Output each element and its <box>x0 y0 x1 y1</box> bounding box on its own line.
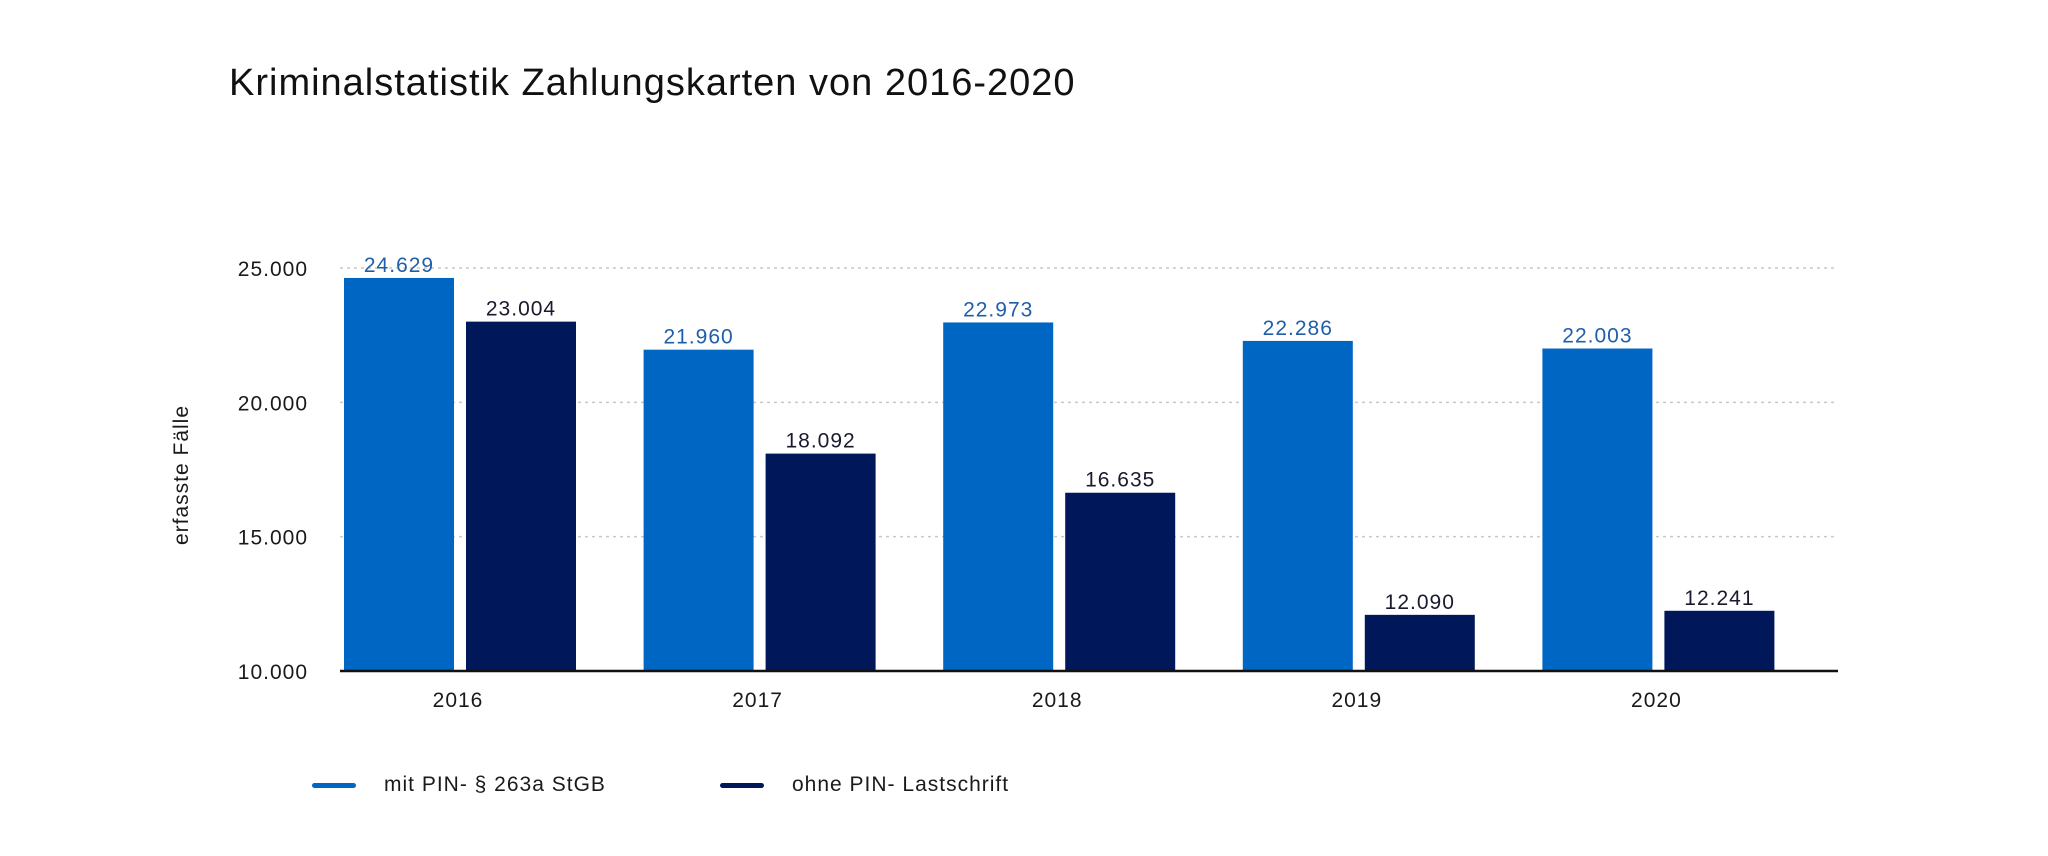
legend: mit PIN- § 263a StGB ohne PIN- Lastschri… <box>0 770 2048 800</box>
bar-ohne-pin-2020 <box>1664 610 1775 671</box>
legend-item-ohne-pin[interactable]: ohne PIN- Lastschrift <box>720 770 1009 800</box>
x-axis-ticks: 2016 2017 2018 2019 2020 <box>433 689 1682 712</box>
bar-mit-pin-2019 <box>1242 340 1353 671</box>
data-label: 16.635 <box>1085 469 1155 492</box>
data-labels: 24.629 23.004 21.960 18.092 22.973 16.635 22.2… <box>364 254 1754 614</box>
x-tick-label: 2018 <box>1032 689 1083 712</box>
chart-title: Kriminalstatistik Zahlungskarten von 201… <box>229 62 1076 104</box>
bar-ohne-pin-2016 <box>466 321 576 671</box>
bar-ohne-pin-2017 <box>765 453 876 671</box>
y-tick-label: 25.000 <box>238 258 308 281</box>
bars <box>344 277 1775 671</box>
x-tick-label: 2020 <box>1631 689 1682 712</box>
data-label: 22.003 <box>1562 325 1632 348</box>
legend-label: mit PIN- § 263a StGB <box>384 773 606 796</box>
data-label: 22.286 <box>1263 317 1333 340</box>
y-axis-ticks: 10.000 15.000 20.000 25.000 <box>238 258 308 684</box>
y-tick-label: 15.000 <box>238 527 308 550</box>
bar-mit-pin-2020 <box>1542 348 1653 671</box>
legend-swatch-mit-pin <box>312 782 356 788</box>
data-label: 12.241 <box>1684 587 1754 610</box>
bar-ohne-pin-2019 <box>1364 614 1475 671</box>
data-label: 24.629 <box>364 254 434 277</box>
x-tick-label: 2019 <box>1331 689 1382 712</box>
data-label: 21.960 <box>663 326 733 349</box>
y-axis-label: erfasste Fälle <box>170 405 193 545</box>
legend-label: ohne PIN- Lastschrift <box>792 773 1010 796</box>
bar-mit-pin-2017 <box>643 349 754 671</box>
data-label: 22.973 <box>963 298 1033 321</box>
bar-mit-pin-2018 <box>943 322 1054 671</box>
y-tick-label: 20.000 <box>238 392 308 415</box>
legend-swatch-ohne-pin <box>720 782 764 788</box>
bar-ohne-pin-2018 <box>1065 492 1176 671</box>
bar-mit-pin-2016 <box>344 277 454 671</box>
data-label: 23.004 <box>486 298 556 321</box>
data-label: 18.092 <box>785 430 855 453</box>
data-label: 12.090 <box>1385 591 1455 614</box>
x-tick-label: 2016 <box>433 689 484 712</box>
legend-item-mit-pin[interactable]: mit PIN- § 263a StGB <box>312 770 606 800</box>
y-tick-label: 10.000 <box>238 661 308 684</box>
x-tick-label: 2017 <box>732 689 783 712</box>
